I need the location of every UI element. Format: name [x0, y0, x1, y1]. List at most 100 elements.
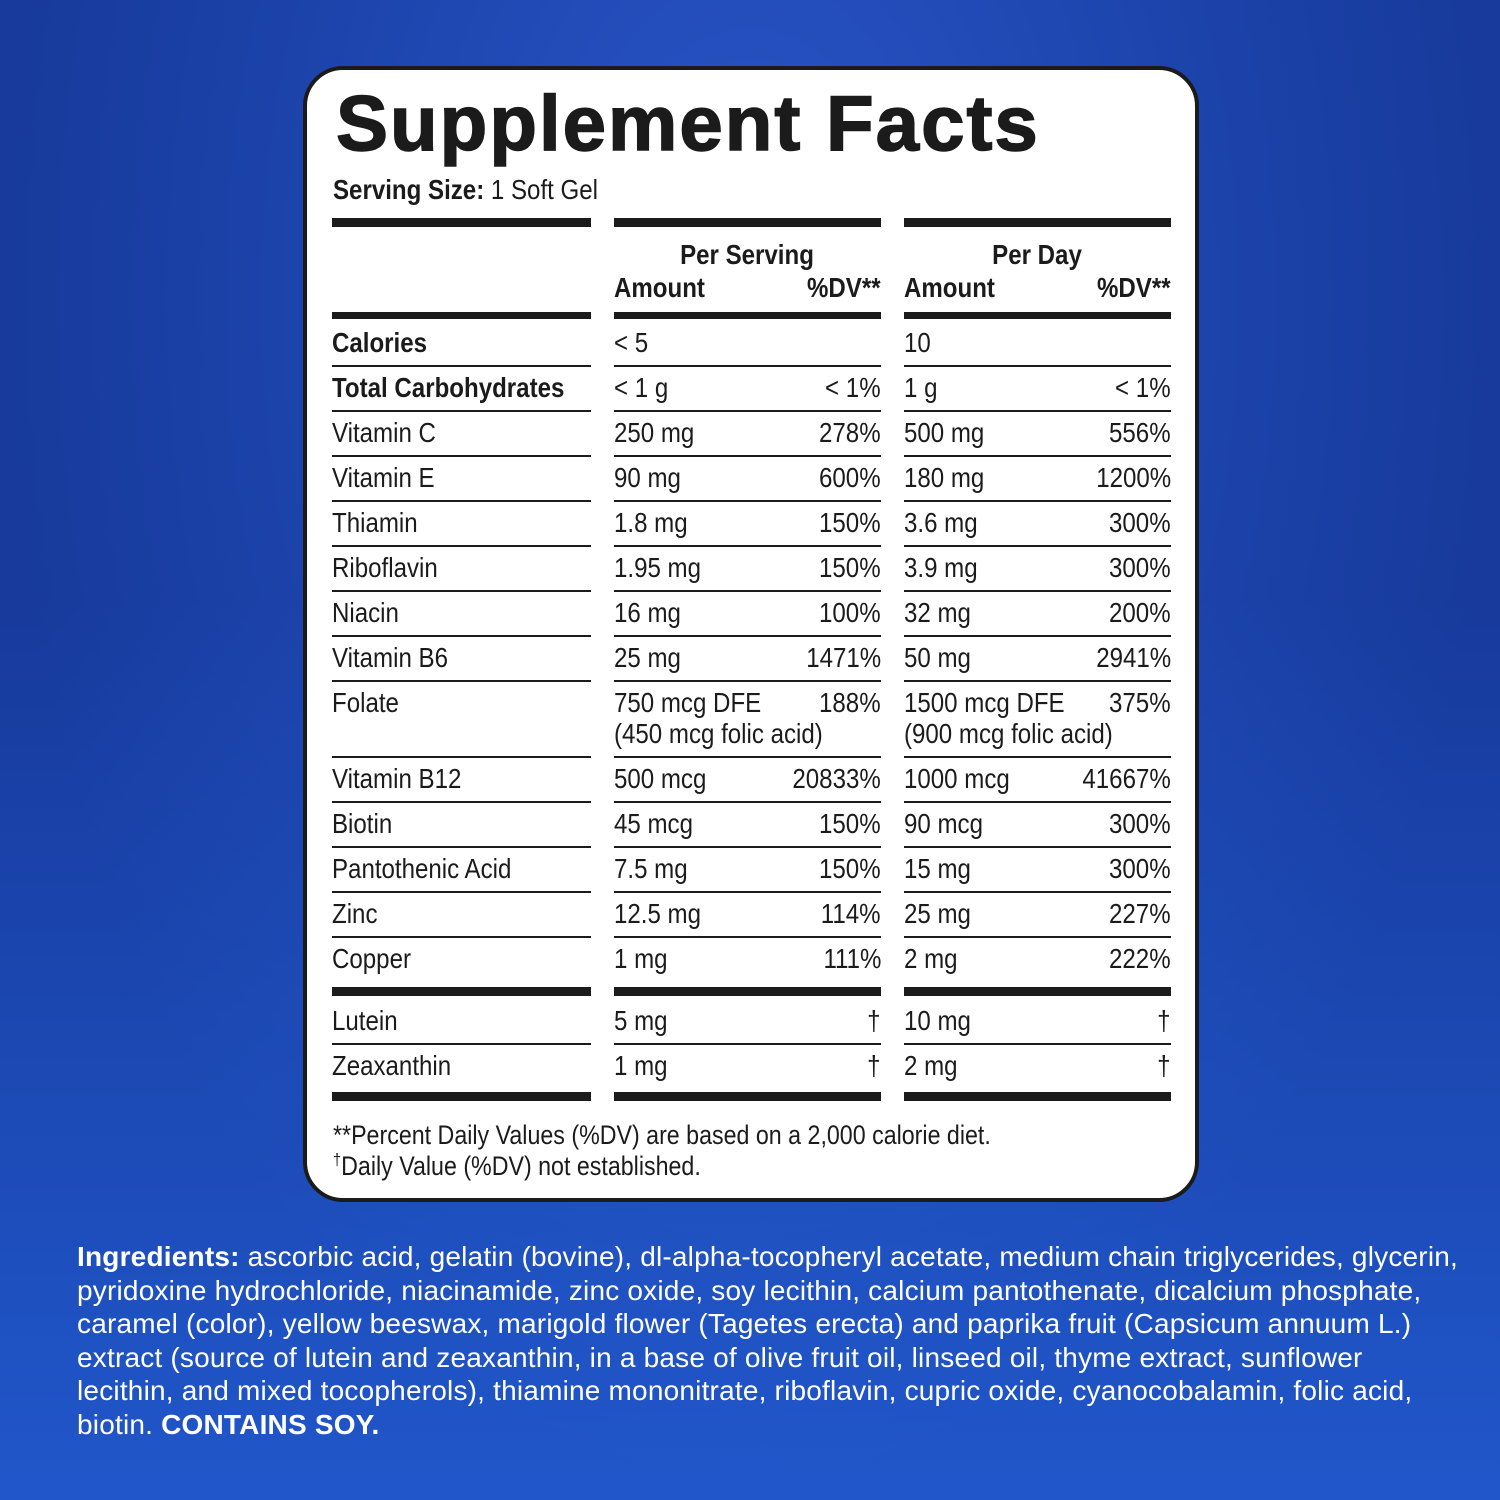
column-header: %DV** — [807, 272, 881, 303]
thick-rule — [614, 312, 881, 319]
rule — [614, 1043, 881, 1045]
thick-rule — [904, 218, 1171, 227]
footnote-marker: † — [333, 1150, 342, 1169]
rule — [904, 500, 1171, 502]
rule — [614, 590, 881, 592]
per-day-amount: 500 mg — [904, 417, 985, 448]
rule — [332, 801, 591, 803]
per-serving-amount: 500 mcg — [614, 763, 707, 794]
rule — [332, 936, 591, 938]
serving-size-value: 1 Soft Gel — [490, 174, 599, 205]
per-day-amount: 3.9 mg — [904, 552, 978, 583]
nutrient-name: Total Carbohydrates — [332, 372, 565, 403]
per-serving-amount: < 5 — [614, 327, 649, 358]
per-day-dv: 300% — [1109, 853, 1171, 884]
thick-rule — [614, 1092, 881, 1101]
per-serving-dv: 278% — [819, 417, 881, 448]
allergen-statement: CONTAINS SOY. — [161, 1408, 380, 1440]
rule — [904, 846, 1171, 848]
per-serving-amount: 750 mcg DFE — [614, 687, 762, 718]
per-serving-dv: 100% — [819, 597, 881, 628]
ingredients: Ingredients: ascorbic acid, gelatin (bov… — [77, 1240, 1467, 1441]
per-serving-amount: 16 mg — [614, 597, 681, 628]
per-day-amount: 1000 mcg — [904, 763, 1010, 794]
per-serving-amount: 1.8 mg — [614, 507, 688, 538]
rule — [614, 936, 881, 938]
rule — [614, 891, 881, 893]
nutrient-name: Thiamin — [332, 507, 418, 538]
per-serving-dv: 1471% — [806, 642, 881, 673]
rule — [332, 545, 591, 547]
nutrient-name: Folate — [332, 687, 399, 718]
rule — [904, 891, 1171, 893]
rule — [904, 590, 1171, 592]
per-day-amount: 2 mg — [904, 943, 958, 974]
per-serving-dv: 20833% — [792, 763, 881, 794]
nutrient-name: Pantothenic Acid — [332, 853, 512, 884]
column-group-header: Per Serving — [680, 239, 814, 270]
nutrient-name: Calories — [332, 327, 428, 358]
thick-rule — [614, 987, 881, 996]
rule — [904, 545, 1171, 547]
serving-size: Serving Size: 1 Soft Gel — [333, 175, 598, 205]
rule — [904, 410, 1171, 412]
rule — [332, 455, 591, 457]
rule — [332, 365, 591, 367]
per-serving-dv: † — [867, 1005, 881, 1036]
rule — [614, 455, 881, 457]
per-day-dv: † — [1157, 1005, 1171, 1036]
per-serving-dv: < 1% — [825, 372, 881, 403]
per-day-amount: 2 mg — [904, 1050, 958, 1081]
per-day-amount: 32 mg — [904, 597, 971, 628]
rule — [614, 801, 881, 803]
per-serving-dv: † — [867, 1050, 881, 1081]
rule — [904, 936, 1171, 938]
rule — [614, 846, 881, 848]
thick-rule — [904, 987, 1171, 996]
per-serving-dv: 150% — [819, 853, 881, 884]
rule — [904, 680, 1171, 682]
per-day-dv: 2941% — [1096, 642, 1171, 673]
per-serving-note: (450 mcg folic acid) — [614, 718, 823, 749]
rule — [614, 545, 881, 547]
per-serving-amount: 1.95 mg — [614, 552, 702, 583]
per-day-amount: 50 mg — [904, 642, 971, 673]
nutrient-name: Riboflavin — [332, 552, 438, 583]
thick-rule — [614, 218, 881, 227]
column-header: Amount — [904, 272, 995, 303]
per-serving-dv: 111% — [822, 943, 881, 974]
nutrient-name: Vitamin B6 — [332, 642, 449, 673]
per-serving-amount: 5 mg — [614, 1005, 668, 1036]
nutrient-name: Niacin — [332, 597, 399, 628]
per-day-dv: 300% — [1109, 507, 1171, 538]
rule — [614, 756, 881, 758]
per-day-dv: 556% — [1109, 417, 1171, 448]
rule — [904, 801, 1171, 803]
rule — [614, 680, 881, 682]
per-serving-amount: 25 mg — [614, 642, 681, 673]
rule — [904, 365, 1171, 367]
per-day-amount: 1500 mcg DFE — [904, 687, 1065, 718]
per-serving-dv: 114% — [821, 898, 881, 929]
rule — [904, 635, 1171, 637]
per-day-amount: 10 mg — [904, 1005, 971, 1036]
column-group-header: Per Day — [992, 239, 1082, 270]
per-day-dv: 375% — [1109, 687, 1171, 718]
per-serving-amount: 7.5 mg — [614, 853, 688, 884]
per-day-amount: 180 mg — [904, 462, 985, 493]
rule — [614, 365, 881, 367]
per-serving-amount: 1 mg — [614, 943, 668, 974]
nutrient-name: Zinc — [332, 898, 378, 929]
column-header: %DV** — [1097, 272, 1171, 303]
per-serving-dv: 600% — [819, 462, 881, 493]
per-serving-amount: < 1 g — [614, 372, 669, 403]
thick-rule — [332, 1092, 591, 1101]
nutrient-name: Lutein — [332, 1005, 398, 1036]
nutrient-name: Copper — [332, 943, 411, 974]
per-day-amount: 10 — [904, 327, 931, 358]
rule — [332, 846, 591, 848]
ingredients-label: Ingredients: — [77, 1241, 240, 1272]
footnote-text: **Percent Daily Values (%DV) are based o… — [333, 1120, 991, 1150]
rule — [332, 410, 591, 412]
